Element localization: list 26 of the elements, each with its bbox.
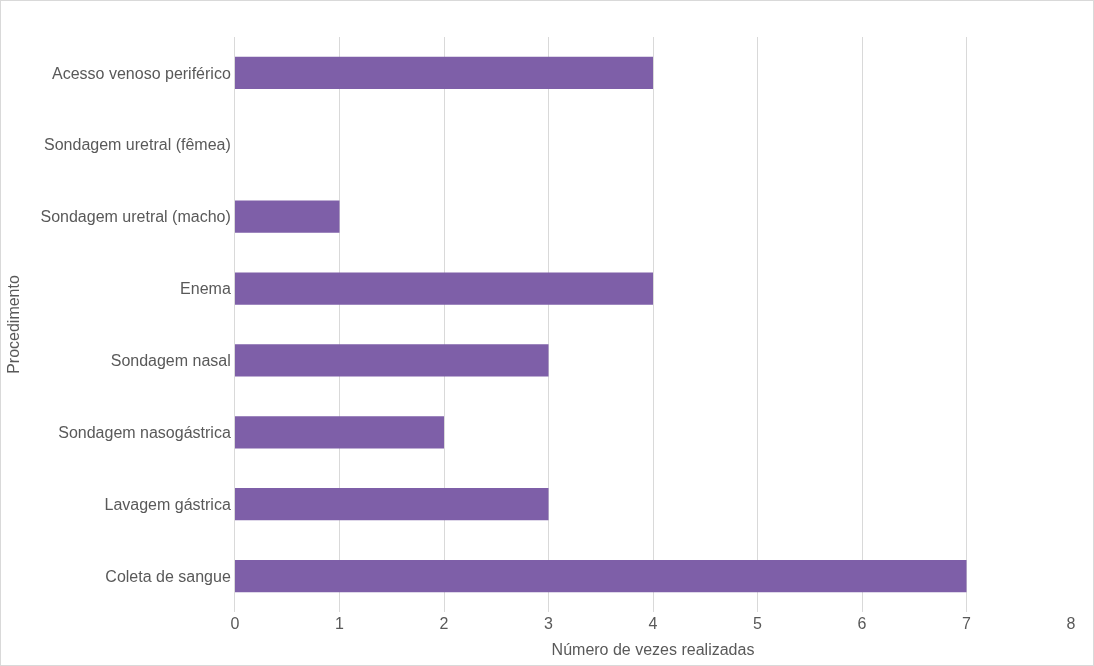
- bar: [235, 488, 549, 521]
- y-tick-label: Sondagem nasal: [110, 352, 231, 370]
- x-tick-label: 3: [544, 615, 554, 632]
- y-tick-label: Enema: [180, 280, 231, 298]
- y-tick-label: Coleta de sangue: [105, 567, 231, 585]
- x-tick-label: 4: [648, 615, 658, 632]
- bar: [235, 200, 340, 233]
- y-tick-label: Sondagem uretral (fêmea): [44, 136, 231, 154]
- x-tick-label: 8: [1066, 615, 1076, 632]
- bar: [235, 56, 653, 90]
- y-tick-label: Sondagem nasogástrica: [58, 423, 231, 441]
- x-tick-label: 1: [335, 615, 345, 632]
- bar: [235, 272, 653, 305]
- bar: [235, 344, 549, 377]
- x-tick-label: 2: [439, 615, 449, 632]
- y-tick-label: Acesso venoso periférico: [52, 64, 231, 82]
- x-tick-label: 7: [962, 615, 972, 632]
- y-tick-label: Sondagem uretral (macho): [40, 208, 231, 226]
- x-axis-title: Número de vezes realizadas: [551, 640, 755, 658]
- bar: [235, 559, 967, 593]
- x-tick-label: 6: [857, 615, 867, 632]
- x-tick-label: 5: [753, 615, 763, 632]
- x-tick-label: 0: [230, 615, 240, 632]
- bar: [235, 416, 444, 449]
- y-tick-label: Lavagem gástrica: [104, 495, 231, 513]
- y-axis-title: Procedimento: [5, 275, 23, 374]
